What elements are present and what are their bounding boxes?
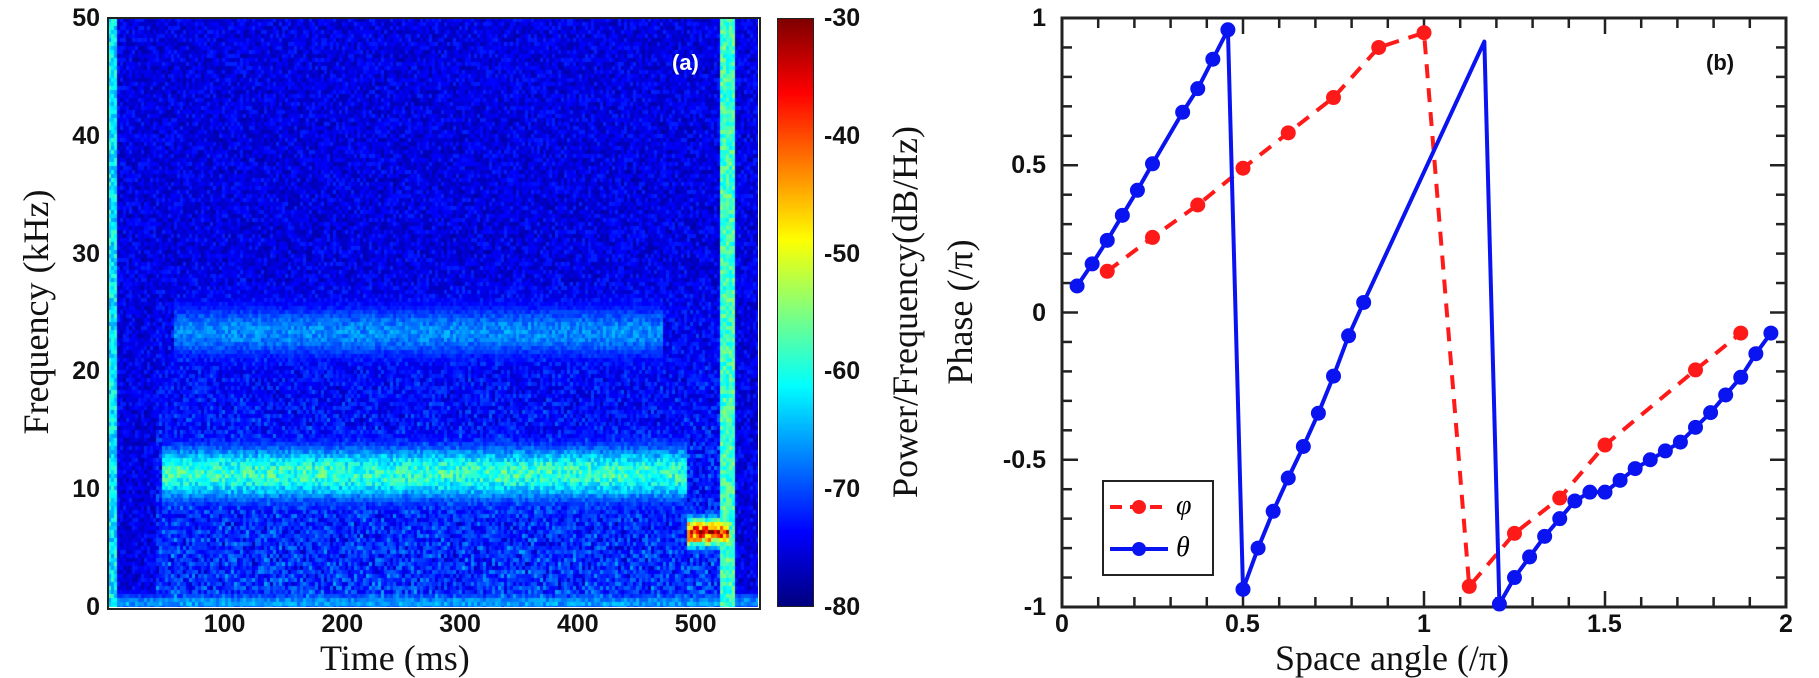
data-point-theta: [1657, 443, 1673, 459]
data-point-phi: [1461, 578, 1477, 594]
colorbar-tick-label: -30: [824, 4, 861, 32]
legend-entry-theta: θ: [1176, 532, 1190, 563]
x-tick-label-b: 2: [1779, 610, 1793, 638]
data-point-phi: [1235, 160, 1251, 176]
data-point-phi: [1552, 490, 1568, 506]
x-axis-label-a: Time (ms): [320, 638, 470, 678]
data-point-theta: [1235, 581, 1251, 597]
data-point-theta: [1099, 232, 1115, 248]
data-point-theta: [1703, 405, 1719, 421]
data-point-phi: [1733, 325, 1749, 341]
data-point-theta: [1069, 278, 1085, 294]
data-point-theta: [1627, 461, 1643, 477]
data-point-theta: [1718, 387, 1734, 403]
data-point-theta: [1537, 528, 1553, 544]
data-point-phi: [1099, 263, 1115, 279]
colorbar-tick-label: -80: [824, 593, 861, 621]
y-tick-label-b: -1: [1023, 593, 1046, 621]
data-point-theta: [1733, 369, 1749, 385]
data-point-theta: [1084, 256, 1100, 272]
data-point-theta: [1763, 325, 1779, 341]
data-point-theta: [1265, 503, 1281, 519]
data-point-theta: [1205, 51, 1221, 67]
data-point-phi: [1145, 229, 1160, 245]
colorbar-tick-label: -70: [824, 475, 861, 504]
colorbar-tick-label: -60: [824, 357, 861, 386]
x-tick-label-b: 1: [1417, 610, 1431, 638]
x-tick-label-a: 200: [321, 610, 364, 638]
x-tick-label-a: 400: [557, 610, 599, 638]
data-point-theta: [1250, 540, 1266, 556]
axes-frame-b: [1060, 16, 1788, 609]
panel-label-b: (b): [1706, 50, 1735, 75]
panel-label-a: (a): [672, 50, 699, 75]
data-point-theta: [1612, 472, 1628, 488]
data-point-theta: [1522, 549, 1538, 565]
data-point-theta: [1552, 511, 1568, 527]
data-point-phi: [1597, 437, 1613, 453]
data-point-phi: [1688, 362, 1703, 378]
data-point-theta: [1220, 22, 1236, 38]
x-tick-label-b: 0.5: [1225, 610, 1260, 638]
data-point-theta: [1310, 405, 1326, 421]
x-axis-label-b: Space angle (/π): [1275, 638, 1510, 678]
series-line-phi: [1106, 30, 1743, 589]
data-point-theta: [1582, 484, 1598, 500]
data-point-theta: [1114, 207, 1130, 223]
data-point-theta: [1145, 156, 1160, 172]
data-point-theta: [1597, 484, 1613, 500]
x-tick-label-a: 500: [674, 610, 717, 638]
data-point-theta: [1748, 346, 1764, 362]
colorbar: [777, 18, 814, 607]
data-point-theta: [1672, 434, 1688, 450]
x-tick-label-a: 100: [203, 610, 246, 638]
data-point-phi: [1507, 525, 1522, 541]
spectrogram-heatmap: [108, 18, 758, 607]
y-tick-label-b: -0.5: [1002, 445, 1046, 474]
y-tick-label-b: 0: [1032, 298, 1046, 327]
data-point-theta: [1567, 493, 1583, 509]
data-point-phi: [1190, 197, 1206, 213]
data-point-theta: [1295, 438, 1311, 454]
y-tick-label-a: 30: [72, 239, 100, 268]
y-tick-label-b: 0.5: [1011, 151, 1046, 180]
data-point-theta: [1642, 452, 1658, 468]
data-point-theta: [1190, 81, 1206, 97]
data-point-phi: [1371, 39, 1387, 55]
x-tick-label-b: 0: [1055, 610, 1069, 638]
data-point-theta: [1507, 570, 1522, 586]
data-point-theta: [1326, 368, 1341, 384]
data-point-theta: [1491, 596, 1507, 612]
legend-entry-phi: φ: [1176, 490, 1192, 521]
y-tick-label-a: 50: [72, 4, 100, 32]
data-point-phi: [1280, 125, 1296, 141]
y-tick-label-a: 10: [72, 475, 100, 504]
x-tick-label-b: 1.5: [1587, 610, 1622, 638]
data-point-theta: [1280, 470, 1296, 486]
data-point-phi: [1326, 90, 1341, 106]
y-tick-label-a: 20: [72, 357, 100, 386]
data-point-phi: [1416, 25, 1432, 41]
data-point-theta: [1356, 294, 1372, 310]
spectrogram-axes-frame: [107, 17, 761, 610]
colorbar-tick-label: -40: [824, 121, 861, 150]
data-point-theta: [1688, 419, 1703, 435]
data-point-theta: [1175, 104, 1191, 120]
data-point-theta: [1341, 328, 1357, 344]
x-tick-label-a: 300: [439, 610, 481, 638]
y-axis-label-b: Phase (/π): [940, 239, 980, 385]
data-point-theta: [1129, 182, 1145, 198]
y-tick-label-b: 1: [1032, 4, 1046, 32]
y-tick-label-a: 40: [72, 121, 100, 150]
legend: φ θ: [1102, 480, 1214, 576]
colorbar-tick-label: -50: [824, 239, 861, 268]
y-tick-label-a: 0: [86, 593, 100, 621]
